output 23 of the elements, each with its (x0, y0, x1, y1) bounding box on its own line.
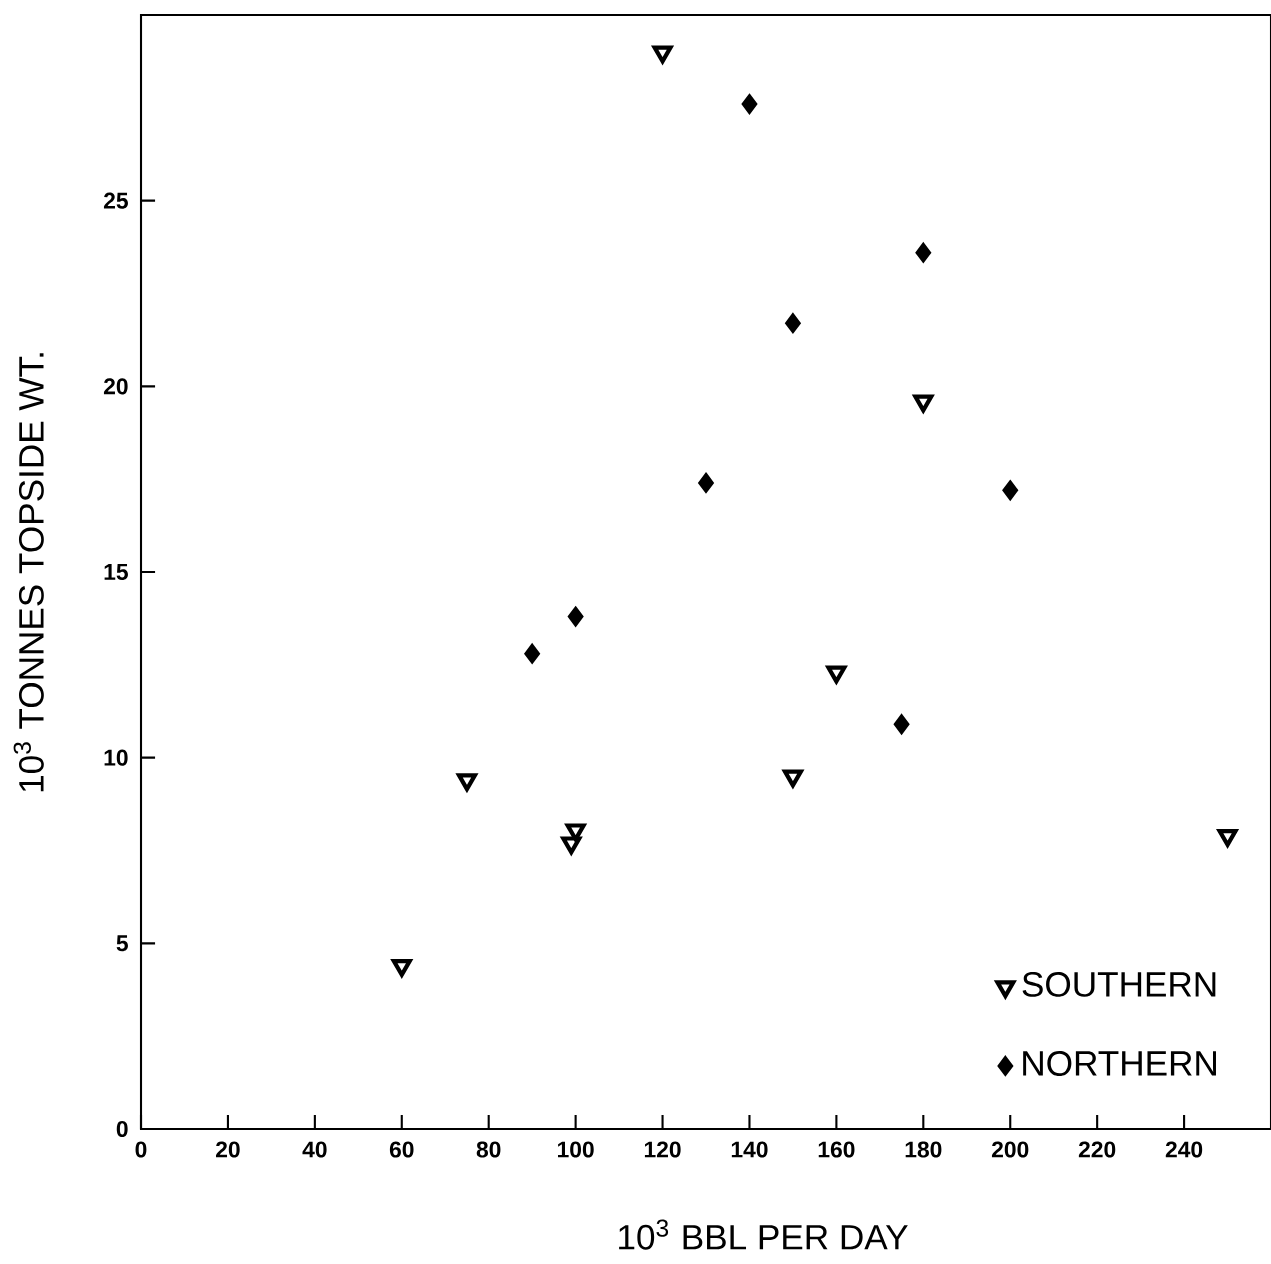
x-axis-title: 10$^{3}$ BBL PER DAY (619, 1219, 908, 1250)
x-tick-label: 80 (476, 1141, 501, 1158)
x-tick-label: 120 (644, 1141, 681, 1158)
x-tick-label: 200 (991, 1141, 1029, 1158)
y-tick-label: 10 (104, 749, 128, 766)
x-tick-label: 160 (818, 1141, 855, 1158)
y-tick-label: 0 (116, 1120, 128, 1138)
x-tick-label: 20 (216, 1141, 240, 1158)
x-tick-label: 140 (731, 1141, 768, 1158)
y-axis-title: 10$^{3}$ TONNES TOPSIDE WT. (13, 353, 44, 792)
y-tick-label: 15 (104, 564, 128, 580)
legend-label: NORTHERN (1023, 1051, 1216, 1076)
legend-label: SOUTHERN (1022, 972, 1216, 997)
y-tick-label: 5 (116, 935, 128, 952)
y-tick-label: 20 (103, 378, 128, 395)
x-tick-label: 40 (302, 1141, 327, 1158)
x-tick-label: 0 (135, 1141, 147, 1158)
x-tick-label: 240 (1165, 1141, 1203, 1158)
x-tick-label: 60 (389, 1141, 414, 1158)
x-tick-label: 100 (558, 1141, 594, 1158)
x-tick-label: 180 (905, 1141, 942, 1158)
y-tick-label: 25 (103, 192, 128, 209)
x-tick-label: 220 (1078, 1141, 1116, 1158)
